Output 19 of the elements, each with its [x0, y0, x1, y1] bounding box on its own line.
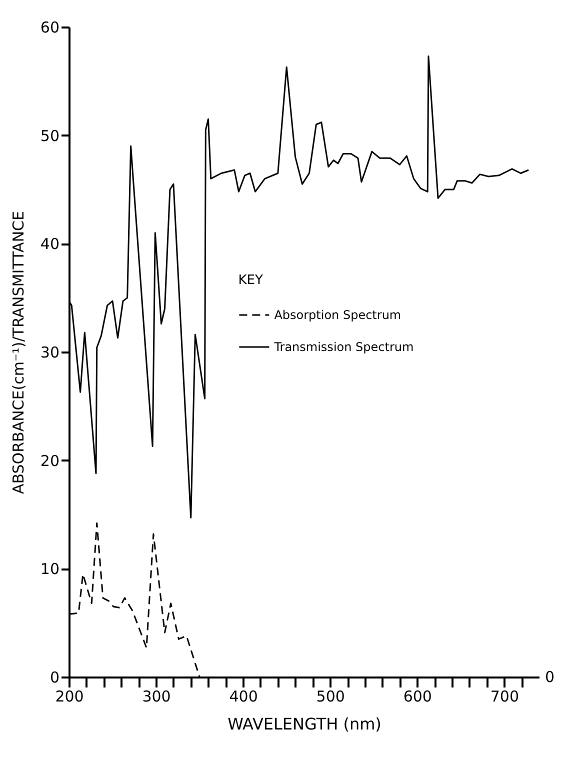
x-tick-label: 500: [316, 688, 345, 706]
y-tick-label: 50: [40, 126, 60, 145]
x-tick-label: 200: [55, 688, 84, 706]
y-tick-label: 60: [40, 18, 60, 36]
x-tick-label: 700: [490, 688, 520, 706]
x-axis-title: WAVELENGTH (nm): [228, 714, 382, 734]
y-tick-label: 20: [40, 452, 60, 470]
x-tick-label: 600: [403, 688, 432, 706]
legend-label: Transmission Spectrum: [273, 340, 414, 354]
y-tick-label: 10: [40, 560, 60, 578]
text: 0: [545, 668, 555, 686]
y-tick-label: 40: [40, 235, 60, 254]
y-tick-label: 30: [40, 344, 60, 362]
x-tick-label: 300: [142, 688, 171, 706]
legend-label: Absorption Spectrum: [274, 308, 402, 322]
y-axis-title: ABSORBANCE(cm⁻¹)/TRANSMITTANCE: [9, 211, 28, 494]
y-tick-label: 0: [50, 668, 60, 686]
legend-title: KEY: [238, 273, 263, 288]
x-tick-label: 400: [229, 688, 258, 706]
